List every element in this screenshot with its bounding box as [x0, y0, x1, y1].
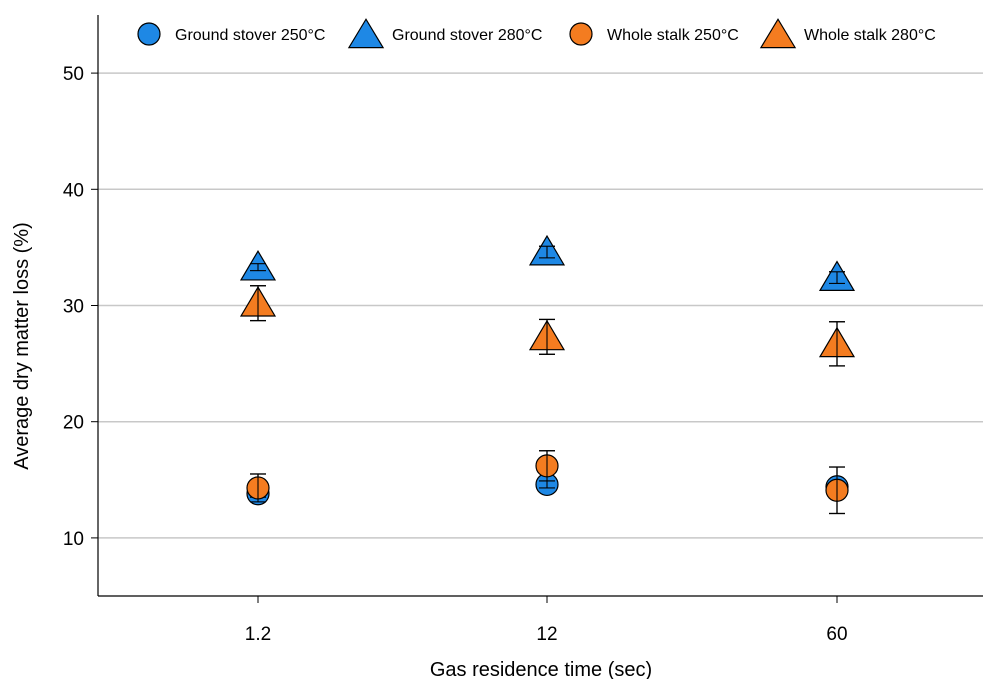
x-tick-label: 12 — [536, 624, 557, 645]
x-tick-label: 1.2 — [245, 624, 271, 645]
legend-item: Ground stover 280°C — [347, 18, 542, 49]
axes — [91, 15, 983, 603]
y-tick-label: 20 — [63, 413, 84, 434]
y-axis-label: Average dry matter loss (%) — [11, 222, 33, 470]
data-markers — [239, 234, 856, 515]
x-tick-label: 60 — [826, 624, 847, 645]
legend-marker — [347, 18, 385, 49]
y-tick-label: 50 — [63, 64, 84, 85]
y-tick-label: 30 — [63, 297, 84, 318]
legend-item: Ground stover 250°C — [137, 22, 325, 46]
y-tick-label: 40 — [63, 180, 84, 201]
legend-marker — [759, 18, 797, 49]
legend-label: Whole stalk 280°C — [804, 27, 936, 44]
gridlines — [98, 72, 983, 539]
legend-label: Ground stover 250°C — [175, 27, 325, 44]
legend-item: Whole stalk 250°C — [569, 22, 739, 46]
legend-label: Ground stover 280°C — [392, 27, 542, 44]
tick-labels: 10 20 30 40 50 1.2 12 60 — [63, 64, 848, 645]
legend-marker — [569, 22, 593, 46]
legend-marker — [137, 22, 161, 46]
legend: Ground stover 250°C Ground stover 280°C Wh… — [137, 18, 936, 49]
legend-label: Whole stalk 250°C — [607, 27, 739, 44]
x-axis-label: Gas residence time (sec) — [430, 659, 652, 679]
legend-item: Whole stalk 280°C — [759, 18, 936, 49]
y-tick-label: 10 — [63, 529, 84, 550]
